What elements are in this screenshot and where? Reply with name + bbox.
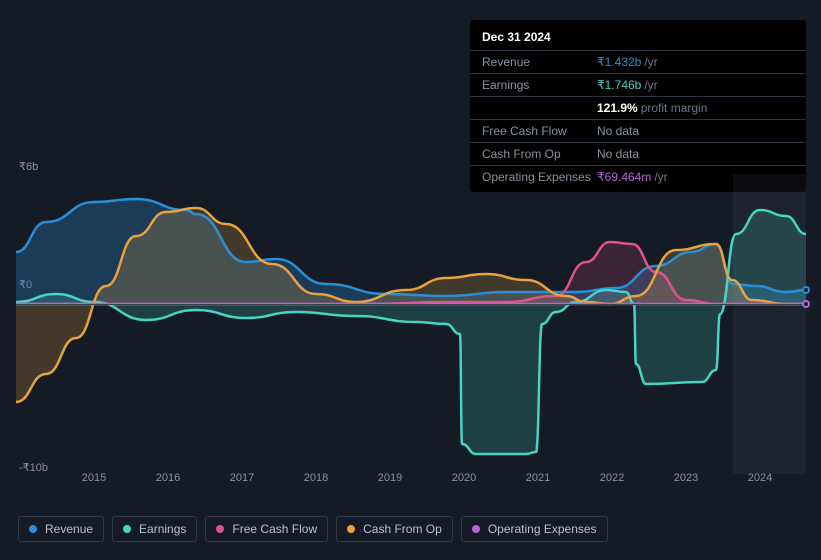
- tooltip-row-value: No data: [597, 124, 639, 138]
- chart-svg: [16, 174, 806, 474]
- legend-label: Revenue: [45, 522, 93, 536]
- tooltip-row-label: Earnings: [482, 78, 597, 92]
- x-axis-label: 2022: [600, 472, 624, 484]
- legend-label: Cash From Op: [363, 522, 442, 536]
- legend-item-operating-expenses[interactable]: Operating Expenses: [461, 516, 608, 542]
- x-axis-label: 2019: [378, 472, 402, 484]
- tooltip-row-value: No data: [597, 147, 639, 161]
- legend-label: Free Cash Flow: [232, 522, 317, 536]
- x-axis-label: 2023: [674, 472, 698, 484]
- legend-dot: [216, 525, 224, 533]
- tooltip-row-value: ₹1.432b/yr: [597, 55, 658, 69]
- tooltip-row-label: [482, 101, 597, 115]
- tooltip-row-value: 121.9%profit margin: [597, 101, 707, 115]
- x-axis-label: 2017: [230, 472, 254, 484]
- legend-dot: [347, 525, 355, 533]
- legend-dot: [472, 525, 480, 533]
- tooltip-row-value: ₹1.746b/yr: [597, 78, 658, 92]
- tooltip-row-label: Revenue: [482, 55, 597, 69]
- x-axis-label: 2018: [304, 472, 328, 484]
- legend-item-cash-from-op[interactable]: Cash From Op: [336, 516, 453, 542]
- zero-gridline: [16, 304, 806, 305]
- chart-area: ₹6b₹0-₹10b 20152016201720182019202020212…: [16, 160, 806, 490]
- legend-label: Earnings: [139, 522, 186, 536]
- legend-item-revenue[interactable]: Revenue: [18, 516, 104, 542]
- tooltip-row-label: Cash From Op: [482, 147, 597, 161]
- legend-label: Operating Expenses: [488, 522, 597, 536]
- x-axis-label: 2021: [526, 472, 550, 484]
- tooltip-row: Revenue₹1.432b/yr: [470, 50, 806, 73]
- tooltip-row: Earnings₹1.746b/yr: [470, 73, 806, 96]
- tooltip-row: 121.9%profit margin: [470, 96, 806, 119]
- tooltip-row: Free Cash FlowNo data: [470, 119, 806, 142]
- legend-item-free-cash-flow[interactable]: Free Cash Flow: [205, 516, 328, 542]
- legend: Revenue Earnings Free Cash Flow Cash From O…: [18, 516, 608, 542]
- legend-dot: [29, 525, 37, 533]
- legend-item-earnings[interactable]: Earnings: [112, 516, 197, 542]
- x-axis-label: 2020: [452, 472, 476, 484]
- series-end-marker: [802, 300, 810, 308]
- y-axis-label: ₹6b: [19, 160, 38, 173]
- x-axis-label: 2016: [156, 472, 180, 484]
- x-axis-label: 2015: [82, 472, 106, 484]
- tooltip-date: Dec 31 2024: [470, 24, 806, 50]
- x-axis-label: 2024: [748, 472, 772, 484]
- tooltip-row-label: Free Cash Flow: [482, 124, 597, 138]
- legend-dot: [123, 525, 131, 533]
- series-end-marker: [802, 286, 810, 294]
